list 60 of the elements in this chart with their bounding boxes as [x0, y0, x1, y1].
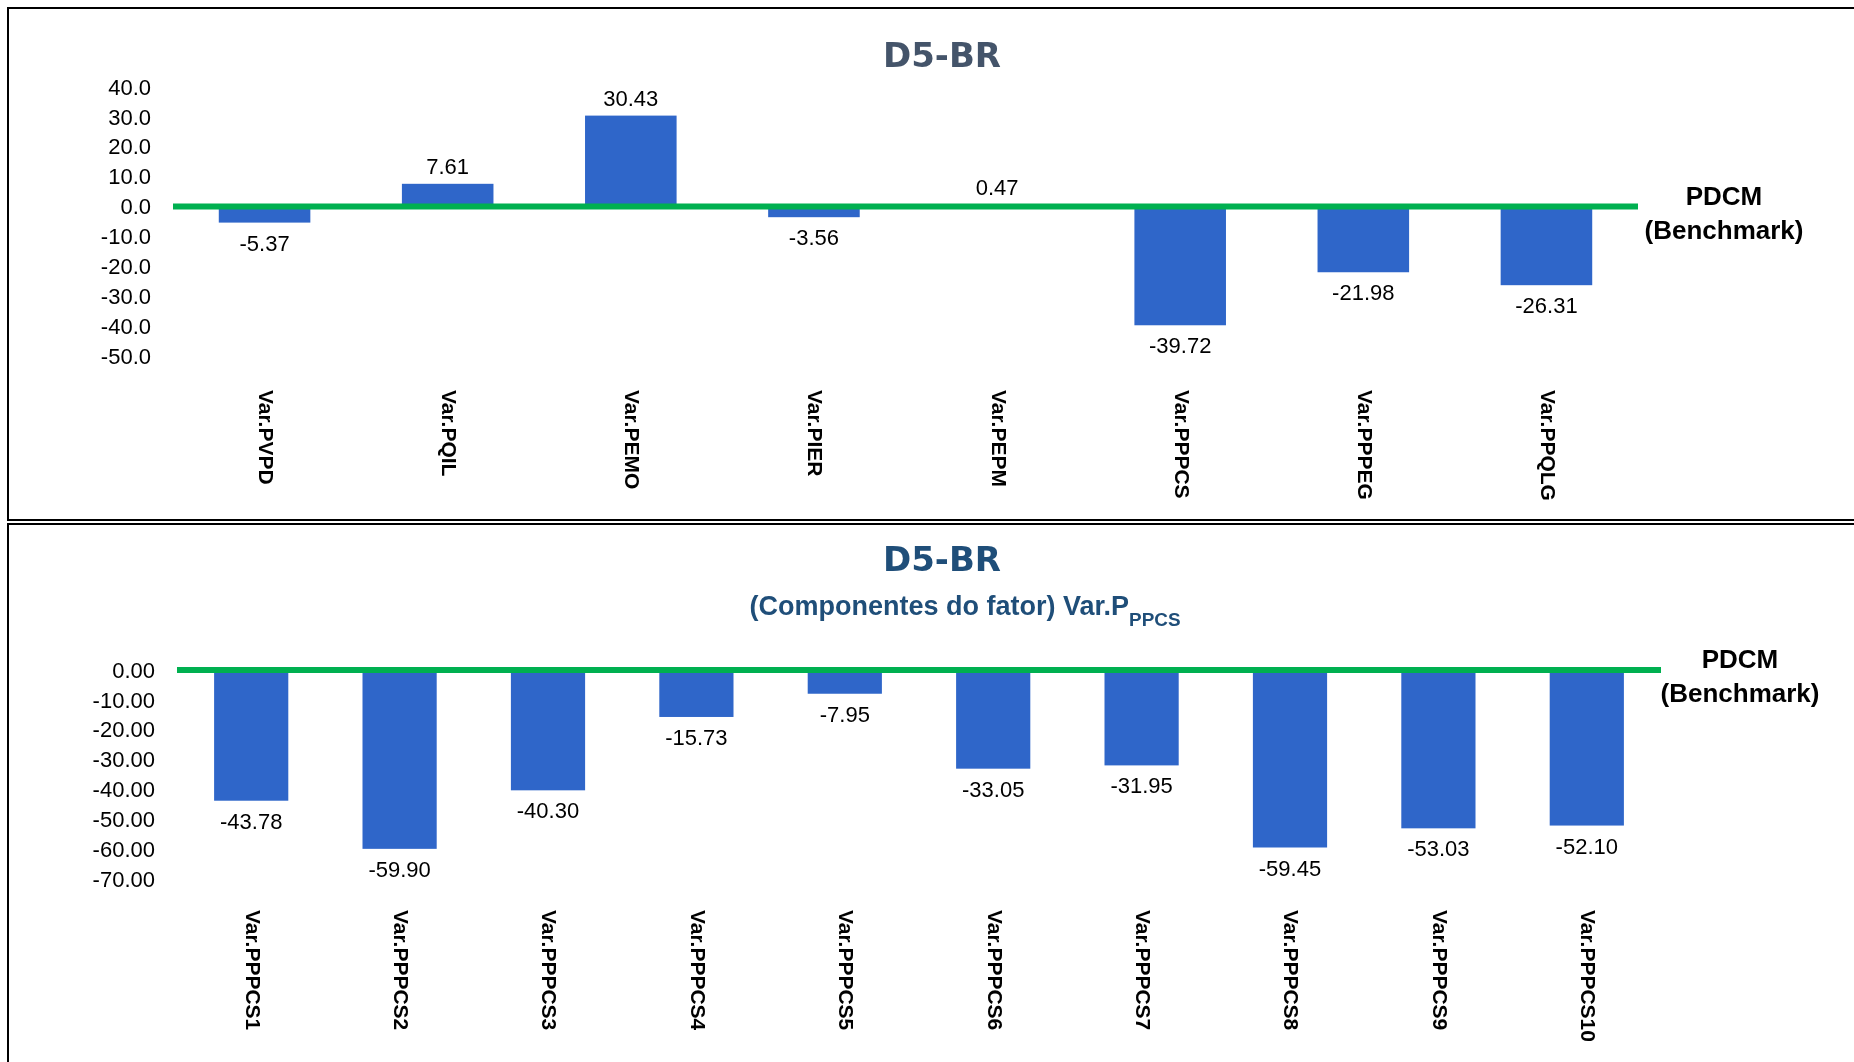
x-tick-label: Var.PEPM — [987, 390, 1011, 487]
data-label: -40.30 — [516, 798, 580, 824]
data-label: -21.98 — [1332, 280, 1395, 306]
data-label: 0.47 — [975, 175, 1019, 201]
x-tick-label: Var.PPPCS — [1170, 390, 1194, 499]
y-tick-label: 0.00 — [112, 657, 155, 683]
x-tick-label: Var.PPPCS3 — [538, 910, 562, 1031]
y-tick-label: -40.00 — [92, 777, 155, 803]
data-label: -39.72 — [1148, 333, 1212, 359]
x-tick-label: Var.PPPCS2 — [390, 910, 414, 1031]
y-tick-label: 0.0 — [120, 194, 151, 220]
y-tick-label: -10.00 — [92, 687, 155, 713]
data-label: 7.61 — [426, 153, 470, 179]
y-tick-label: -60.00 — [92, 836, 155, 862]
x-tick-label: Var.PQIL — [438, 390, 462, 477]
y-tick-label: 40.0 — [108, 74, 151, 100]
x-tick-label: Var.PPPCS5 — [835, 910, 859, 1031]
data-label: -3.56 — [788, 225, 840, 251]
x-tick-label: Var.PPPCS6 — [983, 910, 1007, 1031]
data-label: -31.95 — [1110, 773, 1173, 799]
data-label: -5.37 — [239, 230, 290, 256]
chart-subtitle: (Componentes do fator) Var.P$_{PPCS}$ — [749, 591, 1181, 630]
y-tick-label: -20.0 — [100, 254, 151, 280]
y-tick-label: 30.0 — [108, 104, 151, 130]
y-tick-label: -30.0 — [100, 283, 151, 309]
y-tick-label: -40.0 — [100, 313, 151, 339]
data-label: -26.31 — [1515, 293, 1578, 319]
x-tick-label: Var.PIER — [804, 390, 828, 477]
data-label: -7.95 — [819, 701, 870, 727]
x-tick-label: Var.PPPCS8 — [1280, 910, 1304, 1031]
y-tick-label: -50.0 — [100, 343, 151, 369]
data-label: -59.90 — [368, 856, 431, 882]
ref-line-label: PDCM (Benchmark) — [1660, 644, 1820, 708]
y-tick-label: -30.00 — [92, 747, 155, 773]
y-tick-label: -10.0 — [100, 224, 151, 250]
ref-line-label: PDCM (Benchmark) — [1644, 180, 1804, 245]
y-tick-label: -20.00 — [92, 717, 155, 743]
bar — [585, 115, 677, 207]
data-label: -33.05 — [962, 776, 1025, 802]
x-tick-label: Var.PPQLG — [1536, 390, 1560, 501]
x-tick-label: Var.PPPCS1 — [241, 910, 265, 1031]
y-tick-label: 20.0 — [108, 134, 151, 160]
x-tick-label: Var.PPPCS7 — [1132, 910, 1156, 1031]
data-label: -52.10 — [1555, 833, 1618, 859]
x-tick-label: Var.PPPCS4 — [686, 910, 710, 1031]
y-tick-label: -50.00 — [92, 806, 155, 832]
y-tick-label: 10.0 — [108, 164, 151, 190]
x-tick-label: Var.PPPCS10 — [1577, 910, 1601, 1042]
x-tick-label: Var.PVPD — [255, 390, 279, 485]
data-label: 30.43 — [603, 85, 659, 111]
x-tick-label: Var.PEMO — [621, 390, 645, 490]
data-label: -59.45 — [1258, 855, 1322, 881]
chart-title: D5-BR — [882, 35, 1002, 75]
x-tick-label: Var.PPPEG — [1353, 390, 1377, 500]
chart-title: D5-BR — [882, 539, 1002, 579]
y-tick-label: -70.00 — [92, 866, 155, 892]
x-tick-label: Var.PPPCS9 — [1428, 910, 1452, 1031]
data-label: -15.73 — [665, 724, 728, 750]
data-label: -53.03 — [1407, 836, 1470, 862]
data-label: -43.78 — [220, 808, 283, 834]
